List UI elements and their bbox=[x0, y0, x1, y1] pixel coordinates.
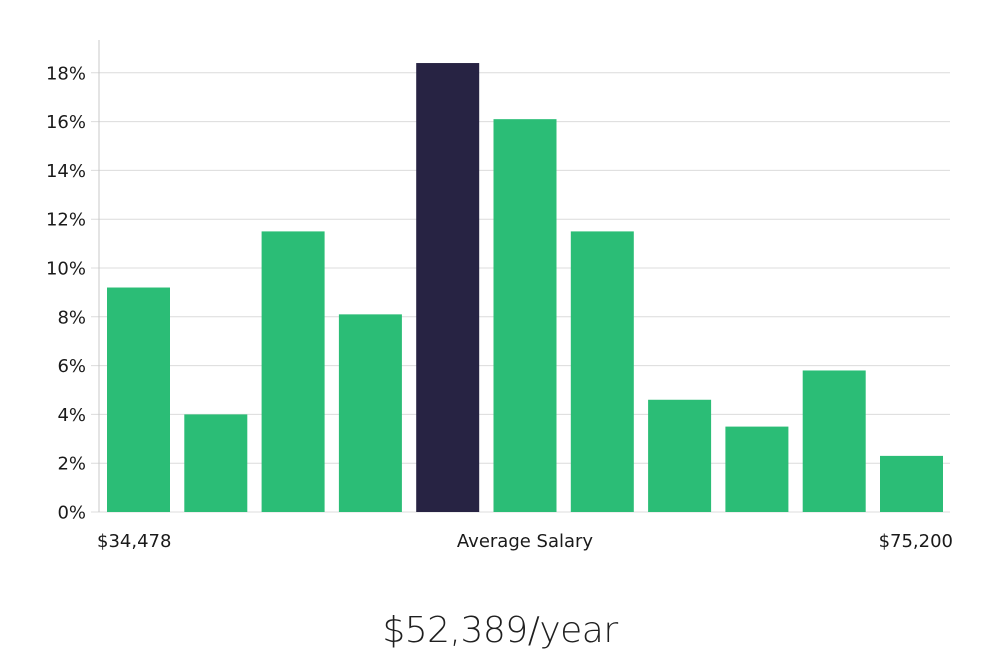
bar bbox=[725, 426, 789, 512]
x-label-average: Average Salary bbox=[457, 531, 594, 552]
x-axis-labels: $34,478 Average Salary $75,200 bbox=[97, 531, 953, 552]
y-tick-label: 0% bbox=[57, 503, 86, 524]
bar bbox=[261, 231, 325, 512]
x-label-max: $75,200 bbox=[879, 531, 953, 552]
y-tick-label: 10% bbox=[46, 259, 86, 280]
bar bbox=[184, 414, 248, 512]
y-tick-label: 12% bbox=[46, 210, 86, 231]
bar bbox=[338, 314, 402, 512]
bar bbox=[570, 231, 634, 512]
bar bbox=[802, 370, 866, 512]
y-tick-label: 14% bbox=[46, 161, 86, 182]
bars-layer bbox=[107, 63, 943, 512]
bar bbox=[107, 287, 170, 512]
y-tick-label: 4% bbox=[57, 405, 86, 426]
bar bbox=[648, 399, 712, 512]
y-tick-label: 16% bbox=[46, 112, 86, 133]
bar-average bbox=[416, 63, 480, 512]
average-salary-value: $52,389/year bbox=[382, 610, 618, 651]
bar bbox=[880, 455, 943, 512]
y-tick-label: 2% bbox=[57, 454, 86, 475]
y-tick-labels: 0% 2% 4% 6% 8% 10% 12% 14% 16% 18% bbox=[46, 63, 86, 523]
y-tick-label: 6% bbox=[57, 356, 86, 377]
salary-distribution-chart: 0% 2% 4% 6% 8% 10% 12% 14% 16% 18% $34,478 Averag… bbox=[46, 40, 953, 552]
y-tick-label: 18% bbox=[46, 63, 86, 84]
bar bbox=[493, 119, 557, 512]
x-label-min: $34,478 bbox=[97, 531, 171, 552]
y-tick-label: 8% bbox=[57, 307, 86, 328]
